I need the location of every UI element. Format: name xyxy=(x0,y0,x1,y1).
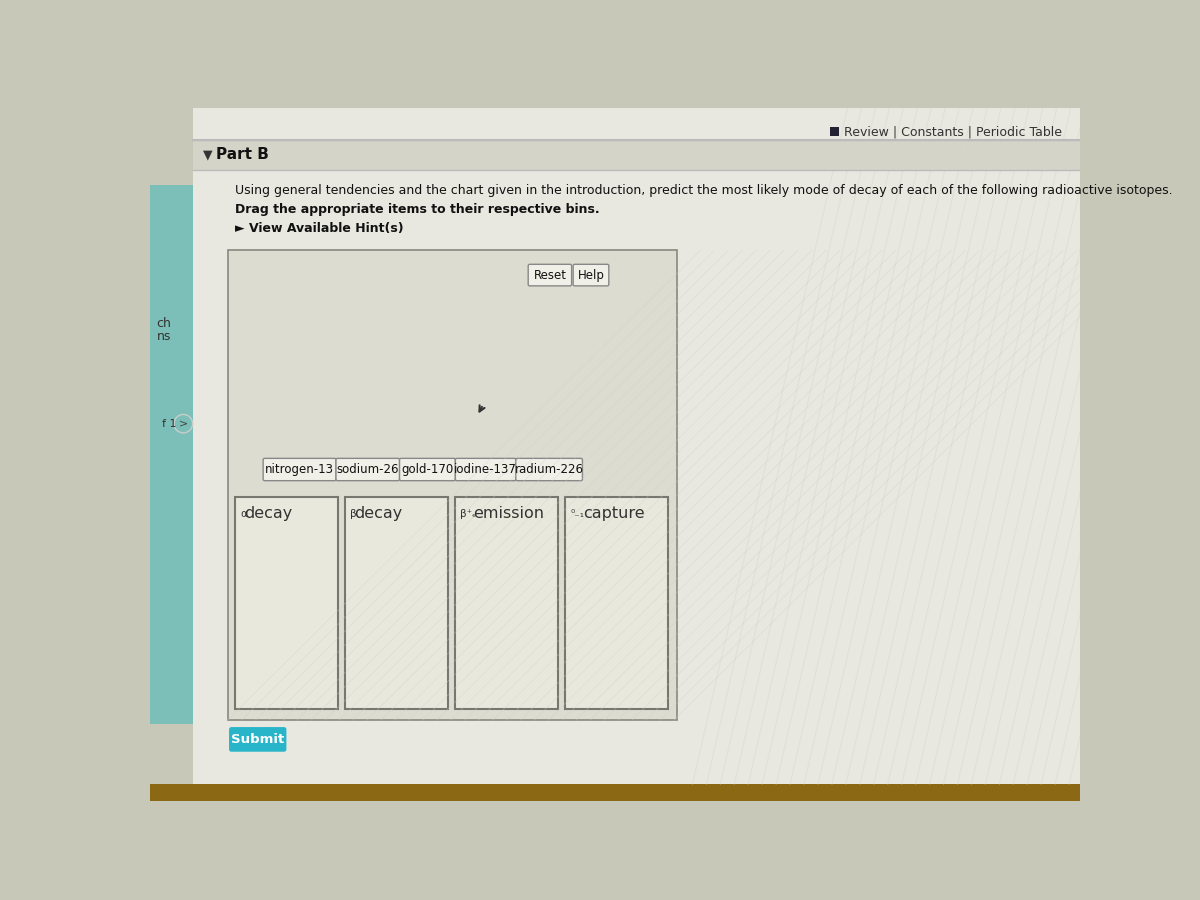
FancyBboxPatch shape xyxy=(574,265,608,286)
Text: Submit: Submit xyxy=(232,733,284,746)
Text: iodine-137: iodine-137 xyxy=(454,464,517,476)
Text: Reset: Reset xyxy=(534,268,566,282)
Text: ► View Available Hint(s): ► View Available Hint(s) xyxy=(235,222,404,236)
FancyBboxPatch shape xyxy=(455,458,516,481)
Text: ns: ns xyxy=(157,330,172,343)
Text: Using general tendencies and the chart given in the introduction, predict the mo: Using general tendencies and the chart g… xyxy=(235,184,1172,197)
FancyBboxPatch shape xyxy=(528,265,571,286)
Text: β: β xyxy=(350,508,356,518)
Text: Review | Constants | Periodic Table: Review | Constants | Periodic Table xyxy=(845,125,1062,139)
Text: β⁺ₑ: β⁺ₑ xyxy=(460,508,476,518)
FancyBboxPatch shape xyxy=(336,458,400,481)
Bar xyxy=(346,497,448,708)
Text: Part B: Part B xyxy=(216,148,269,163)
Bar xyxy=(150,784,1080,801)
Bar xyxy=(830,127,839,136)
Text: Drag the appropriate items to their respective bins.: Drag the appropriate items to their resp… xyxy=(235,203,600,216)
FancyBboxPatch shape xyxy=(516,458,582,481)
Text: decay: decay xyxy=(354,507,402,521)
Text: ch: ch xyxy=(156,317,172,330)
Text: Help: Help xyxy=(577,268,605,282)
FancyBboxPatch shape xyxy=(229,727,287,752)
Text: sodium-26: sodium-26 xyxy=(336,464,400,476)
Bar xyxy=(235,497,337,708)
Text: radium-226: radium-226 xyxy=(515,464,583,476)
Text: ▼: ▼ xyxy=(203,148,212,161)
Text: gold-170: gold-170 xyxy=(401,464,454,476)
FancyBboxPatch shape xyxy=(400,458,455,481)
Text: f 1: f 1 xyxy=(162,418,176,428)
Bar xyxy=(455,497,558,708)
Bar xyxy=(150,185,193,724)
FancyBboxPatch shape xyxy=(263,458,336,481)
Text: nitrogen-13: nitrogen-13 xyxy=(265,464,334,476)
Text: α: α xyxy=(240,508,247,518)
Bar xyxy=(228,250,677,720)
Text: >: > xyxy=(179,418,188,428)
Bar xyxy=(565,497,667,708)
Text: emission: emission xyxy=(473,507,544,521)
Bar xyxy=(193,140,1080,169)
Text: capture: capture xyxy=(583,507,644,521)
Text: ⁰₋₁: ⁰₋₁ xyxy=(570,508,584,518)
Text: decay: decay xyxy=(244,507,293,521)
